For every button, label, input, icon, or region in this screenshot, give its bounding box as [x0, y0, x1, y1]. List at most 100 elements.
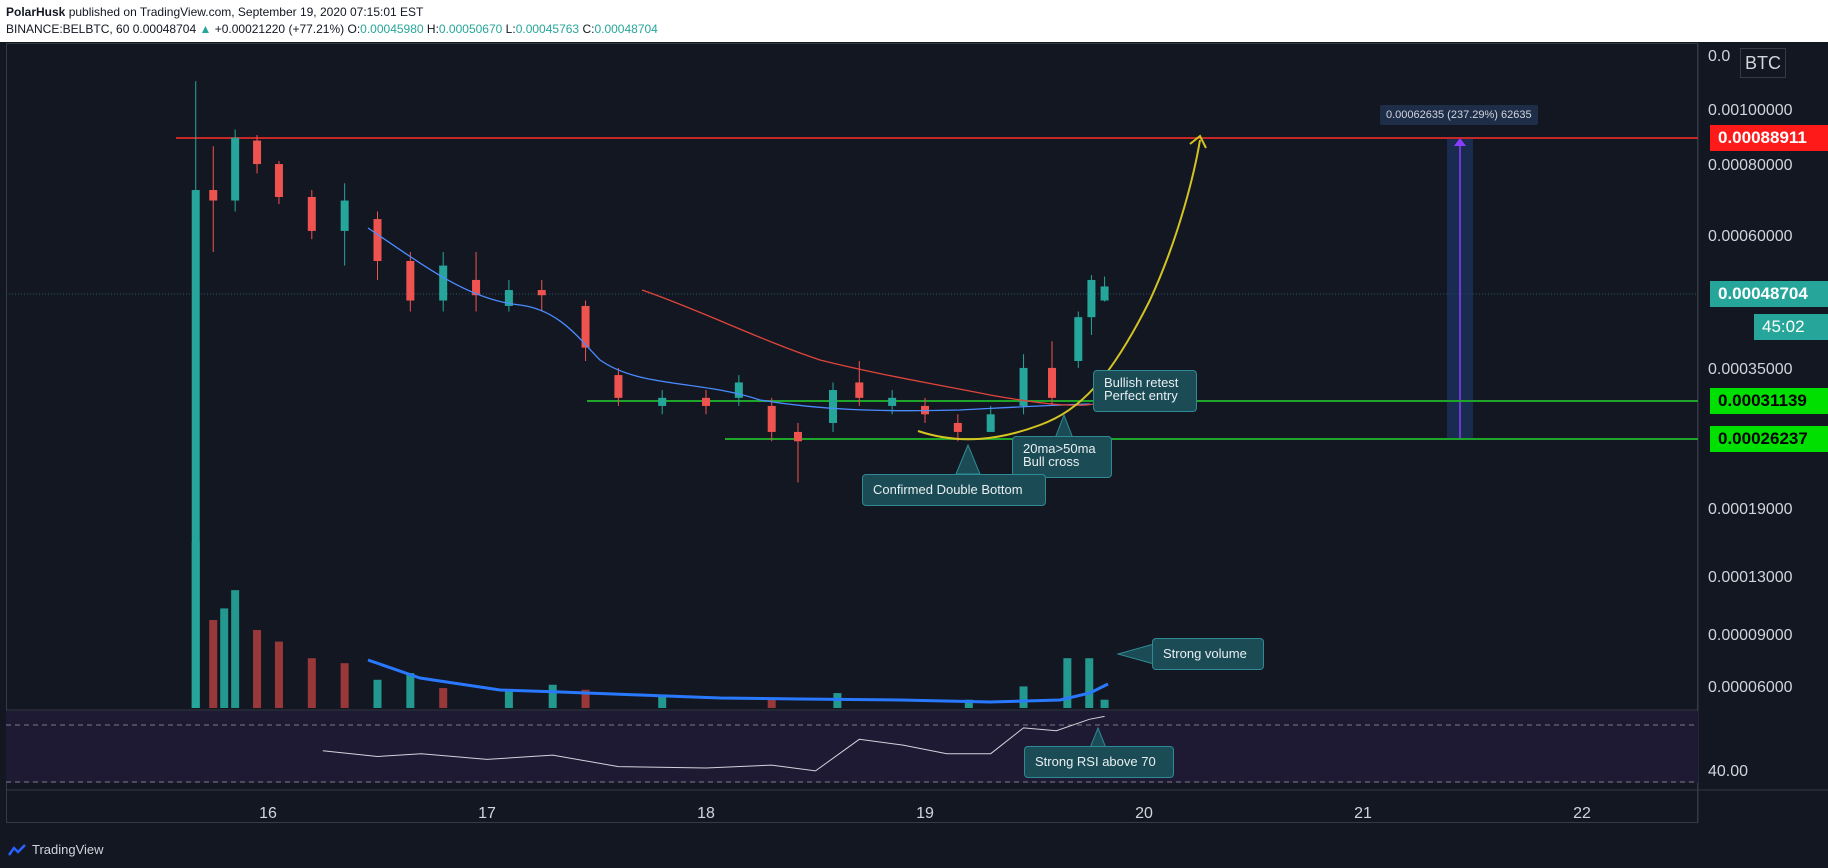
ma-cross-callout[interactable]: 20ma>50ma Bull cross — [1012, 436, 1112, 478]
candle-body — [888, 397, 897, 406]
publish-line: PolarHusk published on TradingView.com, … — [6, 5, 423, 19]
price-tick-label: 0.00035000 — [1708, 361, 1793, 378]
time-axis-ticks: 16 17 18 19 20 21 22 — [259, 805, 1591, 822]
volume-bar — [964, 699, 973, 708]
brand-name: TradingView — [32, 842, 104, 857]
candle-body — [231, 137, 240, 201]
candle-body — [581, 305, 590, 348]
volume-bar — [548, 684, 557, 708]
volume-bar — [373, 679, 382, 708]
volume-bar — [274, 641, 283, 708]
candle-body — [1074, 317, 1083, 361]
time-tick-label: 22 — [1573, 805, 1591, 822]
volume-bar — [253, 629, 262, 708]
candle-body — [793, 431, 802, 442]
volume-bars — [191, 542, 1109, 708]
rsi-band — [6, 711, 1698, 783]
candle-body — [373, 219, 382, 261]
candle-body — [1087, 279, 1096, 318]
bullish-retest-callout[interactable]: Bullish retest Perfect entry — [1093, 370, 1197, 412]
price-tick-label: 0.00100000 — [1708, 102, 1793, 119]
rsi-tick-label: 40.00 — [1708, 763, 1748, 780]
measure-label: 0.00062635 (237.29%) 62635 — [1380, 105, 1538, 125]
time-tick-label: 20 — [1135, 805, 1153, 822]
candle-body — [307, 196, 316, 231]
volume-bar — [658, 696, 667, 708]
open-label: O: — [347, 22, 361, 36]
candle-body — [274, 164, 283, 197]
volume-pointer-icon — [1116, 643, 1155, 665]
candle-body — [1019, 367, 1028, 406]
candle-body — [1100, 286, 1109, 301]
volume-bar — [767, 698, 776, 708]
candle-body — [406, 260, 415, 301]
double-bottom-pointer-icon — [955, 443, 981, 475]
price-tick-label: 0.00080000 — [1708, 157, 1793, 174]
volume-ma-line — [367, 658, 1109, 704]
strong-rsi-callout[interactable]: Strong RSI above 70 — [1024, 746, 1174, 778]
time-tick-label: 18 — [697, 805, 715, 822]
volume-bar — [439, 688, 448, 708]
volume-bar — [340, 663, 349, 708]
time-tick-label: 16 — [259, 805, 277, 822]
volume-bar — [220, 608, 229, 708]
ma20-line — [367, 227, 1091, 412]
callout-line: 20ma>50ma — [1023, 441, 1096, 456]
low-value: 0.00045763 — [515, 22, 580, 36]
volume-bar — [1100, 699, 1109, 708]
rsi-line — [322, 715, 1105, 772]
candle-body — [953, 422, 962, 432]
high-value: 0.00050670 — [438, 22, 503, 36]
open-value: 0.00045980 — [360, 22, 424, 36]
candle-body — [855, 382, 864, 398]
volume-bar — [1063, 658, 1072, 708]
candle-body — [702, 397, 710, 406]
candle-body — [504, 290, 513, 306]
tradingview-logo[interactable]: TradingView — [8, 842, 104, 857]
callout-line: Perfect entry — [1104, 388, 1178, 403]
candle-body — [734, 382, 743, 398]
price-axis-ticks: 0.00100000 0.00080000 0.00060000 0.00035000… — [1708, 102, 1793, 696]
candle-body — [986, 414, 995, 432]
symbol-name[interactable]: BINANCE:BELBTC, 60 — [6, 22, 130, 36]
candle-body — [537, 290, 546, 296]
current-price-tag[interactable]: 0.00048704 — [1710, 281, 1828, 307]
publish-header: PolarHusk published on TradingView.com, … — [0, 0, 1828, 42]
time-tick-label: 17 — [478, 805, 496, 822]
volume-bar — [1019, 686, 1028, 708]
volume-bar — [307, 658, 316, 708]
up-triangle-icon: ▲ — [199, 22, 212, 36]
candle-body — [439, 265, 448, 301]
support-upper-tag[interactable]: 0.00031139 — [1710, 388, 1828, 414]
ma50-line — [641, 289, 1096, 406]
candlesticks — [191, 81, 1109, 709]
candle-body — [209, 190, 218, 201]
clipped-top-tick: 0.0 — [1708, 48, 1731, 65]
tradingview-logo-icon — [8, 843, 26, 856]
bar-countdown-tag: 45:02 — [1754, 314, 1828, 340]
candle-body — [1048, 367, 1057, 398]
time-tick-label: 21 — [1354, 805, 1372, 822]
volume-bar — [209, 620, 218, 708]
author-name[interactable]: PolarHusk — [6, 5, 66, 19]
target-price-tag[interactable]: 0.00088911 — [1710, 125, 1828, 151]
candle-body — [767, 405, 776, 432]
candle-body — [614, 375, 623, 398]
high-label: H: — [426, 22, 439, 36]
publish-info: published on TradingView.com, September … — [68, 5, 424, 19]
currency-badge[interactable]: BTC — [1740, 48, 1786, 78]
volume-bar — [231, 590, 240, 708]
volume-bar — [406, 673, 415, 708]
candle-body — [829, 390, 838, 423]
price-tick-label: 0.00006000 — [1708, 679, 1793, 696]
price-tick-label: 0.00009000 — [1708, 627, 1793, 644]
projection-arrow-icon — [1189, 134, 1207, 149]
callout-line: Bull cross — [1023, 454, 1080, 469]
double-bottom-callout[interactable]: Confirmed Double Bottom — [862, 474, 1046, 506]
last-price: 0.00048704 — [132, 22, 197, 36]
close-label: C: — [582, 22, 595, 36]
strong-volume-callout[interactable]: Strong volume — [1152, 638, 1264, 670]
symbol-line: BINANCE:BELBTC, 60 0.00048704 ▲ +0.00021… — [6, 22, 658, 36]
support-lower-tag[interactable]: 0.00026237 — [1710, 426, 1828, 452]
